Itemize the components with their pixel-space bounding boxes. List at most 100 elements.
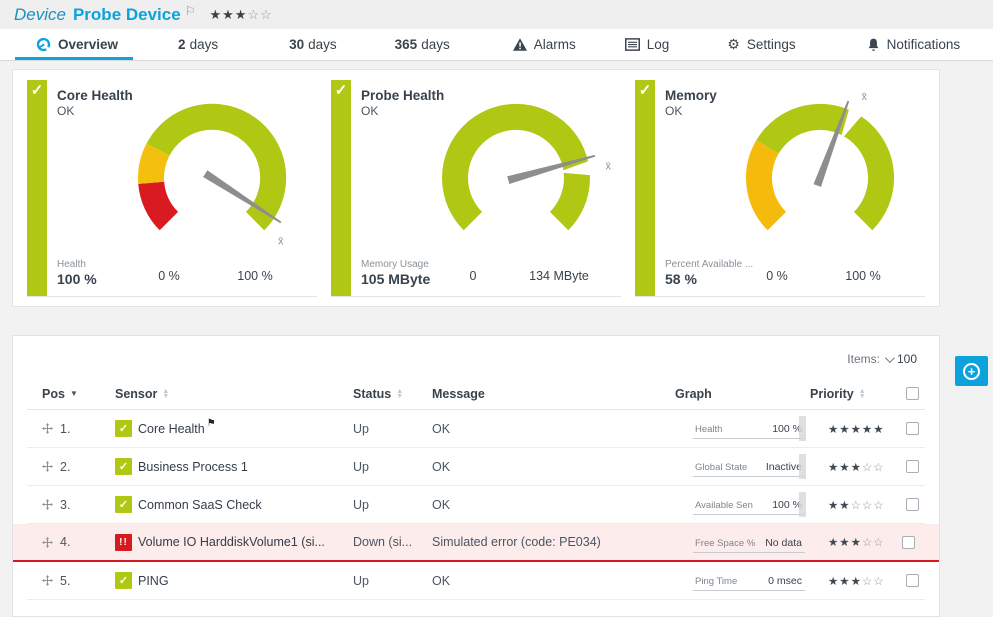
pos-number: 5. [60,574,70,588]
row-checkbox[interactable] [906,422,919,435]
gauge-card-memory[interactable]: ✓ Memory OK x̄ Percent Available ... 58 … [635,80,925,297]
graph-channel-label: Available Sen [695,500,753,511]
graph-axis-strip [799,492,806,517]
svg-text:x̄: x̄ [605,161,611,173]
sensor-name-link[interactable]: PING [138,574,169,588]
tab-label: days [308,37,337,52]
graph-channel-label: Ping Time [695,576,737,587]
graph-value: Inactive [766,461,802,473]
move-handle-icon[interactable] [42,575,53,586]
mini-graph[interactable]: Free Space % No data [693,532,805,553]
tab-log[interactable]: Log [625,29,670,60]
gauges-panel: ✓ Core Health OK x̄ Health 100 % 0 % 100… [12,69,940,307]
status-bar: ✓ [331,80,351,296]
sensor-row-1[interactable]: 1. ✓ Core Health ⚑ Up OK Health 100 % ★★… [27,410,925,448]
column-header-priority[interactable]: Priority▲▼ [810,387,892,401]
stars-empty: ☆☆ [862,576,885,588]
tab-settings[interactable]: ⚙ Settings [727,29,795,60]
flag-icon[interactable]: ⚐ [185,4,196,18]
gauge-icon [36,37,51,52]
sensor-row-3[interactable]: 3. ✓ Common SaaS Check Up OK Available S… [27,486,925,524]
items-count: 100 [897,352,917,366]
add-sensor-button[interactable]: + [955,356,988,386]
sensor-cell: ✓ Core Health ⚑ [115,420,353,437]
gauge-card-probe-health[interactable]: ✓ Probe Health OK x̄ Memory Usage 105 MB… [331,80,621,297]
gauge-channel-value: 58 % [665,271,753,287]
sensor-name-link[interactable]: Business Process 1 [138,460,248,474]
select-all-checkbox[interactable] [906,387,919,400]
move-handle-icon[interactable] [42,537,53,548]
gauge-chart: x̄ [117,94,317,254]
favorite-flag-icon: ⚑ [207,418,216,429]
sensor-row-2[interactable]: 2. ✓ Business Process 1 Up OK Global Sta… [27,448,925,486]
device-type-label: Device [14,5,66,25]
priority-stars[interactable]: ★★☆☆☆ [810,498,892,512]
row-checkbox[interactable] [906,498,919,511]
sensor-name-link[interactable]: Volume IO HarddiskVolume1 (si... [138,535,325,549]
column-header-sensor[interactable]: Sensor▲▼ [115,387,353,401]
sort-desc-icon: ▼ [70,389,78,398]
tab-overview[interactable]: Overview [36,29,118,60]
sensor-row-5[interactable]: 5. ✓ PING Up OK Ping Time 0 msec ★★★☆☆ [27,562,925,600]
mini-graph[interactable]: Ping Time 0 msec [693,570,805,591]
row-checkbox[interactable] [906,574,919,587]
tab-prefix: 365 [395,37,418,52]
mini-graph[interactable]: Available Sen 100 % [693,494,805,515]
column-header-status[interactable]: Status▲▼ [353,387,432,401]
sensor-name-link[interactable]: Common SaaS Check [138,498,262,512]
svg-text:x̄: x̄ [278,236,284,248]
sensor-up-icon: ✓ [115,572,132,589]
graph-cell: Available Sen 100 % [675,494,810,515]
graph-cell: Global State Inactive [675,456,810,477]
status-bar: ✓ [635,80,655,296]
row-checkbox[interactable] [906,460,919,473]
checkbox-header-cell [892,387,932,400]
message-cell: Simulated error (code: PE034) [432,535,675,549]
move-handle-icon[interactable] [42,423,53,434]
priority-stars[interactable]: ★★★☆☆ [810,460,892,474]
sensor-up-icon: ✓ [115,420,132,437]
sort-icon: ▲▼ [162,389,169,399]
mini-graph[interactable]: Health 100 % [693,418,805,439]
row-checkbox[interactable] [902,536,915,549]
sensor-cell: ✓ PING [115,572,353,589]
priority-stars[interactable]: ★★★★★ [810,422,892,436]
device-priority-stars[interactable]: ★★★☆☆ [209,7,272,23]
checkbox-cell [892,574,932,587]
priority-stars[interactable]: ★★★☆☆ [810,574,892,588]
tab-prefix: 2 [178,37,186,52]
gauge-channel-value: 100 % [57,271,97,287]
status-cell: Up [353,422,432,436]
tab-30-days[interactable]: 30 days [289,29,337,60]
sensor-name-link[interactable]: Core Health [138,422,205,436]
priority-stars[interactable]: ★★★☆☆ [810,535,892,549]
graph-value: 100 % [772,423,802,435]
sensor-row-4[interactable]: 4. !! Volume IO HarddiskVolume1 (si... D… [13,524,939,562]
move-handle-icon[interactable] [42,461,53,472]
tab-365-days[interactable]: 365 days [395,29,450,60]
column-header-graph: Graph [675,387,810,401]
bell-icon [867,38,880,52]
graph-cell: Free Space % No data [675,532,810,553]
check-icon: ✓ [639,82,652,99]
stars-filled: ★★★★★ [828,424,885,436]
gauge-card-core-health[interactable]: ✓ Core Health OK x̄ Health 100 % 0 % 100… [27,80,317,297]
items-per-page-control[interactable]: Items: 100 [27,336,925,378]
sort-icon: ▲▼ [859,389,866,399]
gauge-channel-label: Memory Usage [361,259,430,270]
checkbox-cell [892,460,932,473]
column-header-pos[interactable]: Pos ▼ [42,387,115,401]
sensor-table-panel: Items: 100 Pos▼Sensor▲▼Status▲▼MessageGr… [12,335,940,617]
tab-alarms[interactable]: Alarms [513,29,576,60]
title-bar: Device Probe Device ⚐ ★★★☆☆ [0,0,993,29]
column-label: Pos [42,387,65,401]
gauge-scale-max: 100 % [845,269,880,283]
chevron-down-icon [885,353,895,363]
graph-channel-label: Free Space % [695,538,755,549]
mini-graph[interactable]: Global State Inactive [693,456,805,477]
tab-2-days[interactable]: 2 days [178,29,218,60]
stars-empty: ☆☆ [862,537,885,549]
tab-label: Overview [58,37,118,52]
tab-notifications[interactable]: Notifications [867,29,961,60]
move-handle-icon[interactable] [42,499,53,510]
